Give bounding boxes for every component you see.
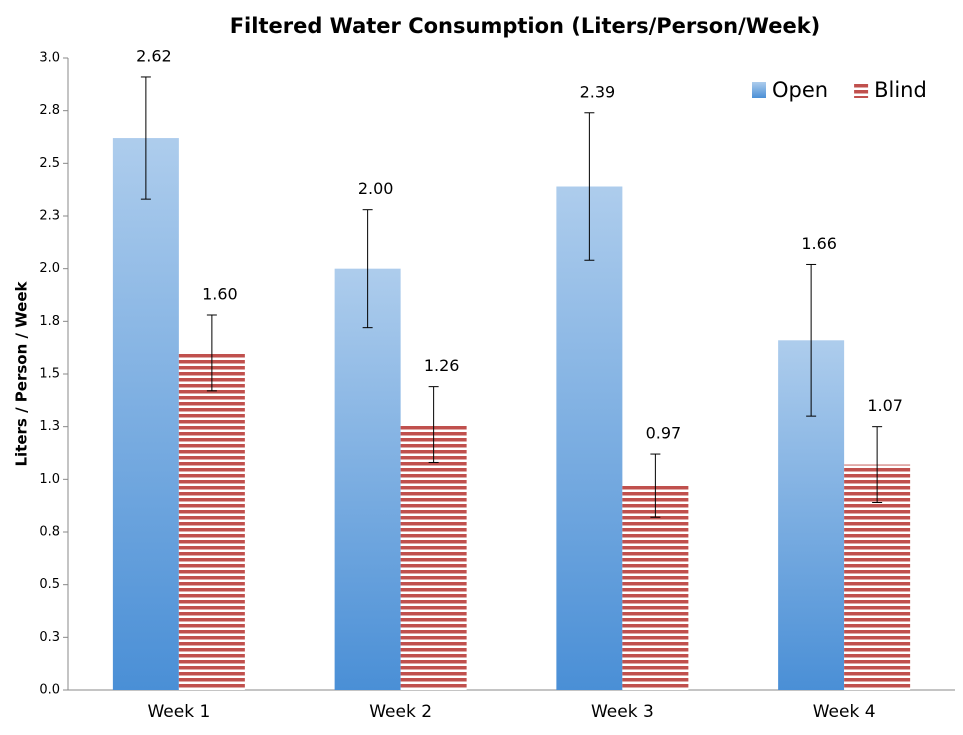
error-bar (428, 386, 439, 463)
legend-label: Open (772, 78, 828, 102)
y-tick-label: 1.3 (39, 419, 60, 434)
y-tick-label: 0.5 (39, 577, 60, 592)
legend-swatch (752, 82, 766, 98)
error-bar (584, 112, 595, 261)
y-tick-label: 0.3 (39, 630, 60, 645)
data-label: 2.00 (358, 179, 394, 198)
bar (622, 485, 689, 690)
bar (556, 186, 623, 691)
error-bar (362, 209, 373, 329)
error-bar (206, 314, 217, 392)
legend: Open Blind (752, 78, 927, 102)
y-tick-label: 0.0 (39, 683, 60, 698)
x-tick-label: Week 2 (369, 702, 432, 722)
y-tick-label: 1.8 (39, 314, 60, 329)
y-axis-label: Liters / Person / Week (13, 280, 31, 466)
data-label: 1.60 (202, 285, 238, 304)
chart-title: Filtered Water Consumption (Liters/Perso… (230, 14, 821, 38)
data-label: 0.97 (646, 424, 682, 443)
error-bar (140, 76, 151, 200)
y-tick-label: 3.0 (39, 51, 60, 66)
data-label: 1.66 (801, 234, 837, 253)
x-tick-label: Week 3 (591, 702, 654, 722)
y-tick-label: 0.8 (39, 525, 60, 540)
data-label: 1.26 (424, 356, 460, 375)
data-label: 2.39 (580, 82, 616, 101)
bar (112, 138, 179, 690)
bar (400, 424, 467, 690)
error-bar (806, 263, 817, 417)
bar (334, 268, 401, 690)
error-bar (872, 426, 883, 504)
legend-label: Blind (874, 78, 927, 102)
error-bar (650, 453, 661, 518)
y-tick-label: 1.5 (39, 367, 60, 382)
y-tick-label: 2.5 (39, 156, 60, 171)
y-tick-label: 1.0 (39, 472, 60, 487)
x-tick-label: Week 1 (147, 702, 210, 722)
data-label: 1.07 (867, 396, 903, 415)
legend-swatch (854, 82, 869, 98)
data-label: 2.62 (136, 46, 172, 65)
y-tick-label: 2.0 (39, 261, 60, 276)
y-tick-label: 2.3 (39, 209, 60, 224)
y-tick-label: 2.8 (39, 103, 60, 118)
bar (178, 352, 245, 690)
x-tick-label: Week 4 (813, 702, 876, 722)
